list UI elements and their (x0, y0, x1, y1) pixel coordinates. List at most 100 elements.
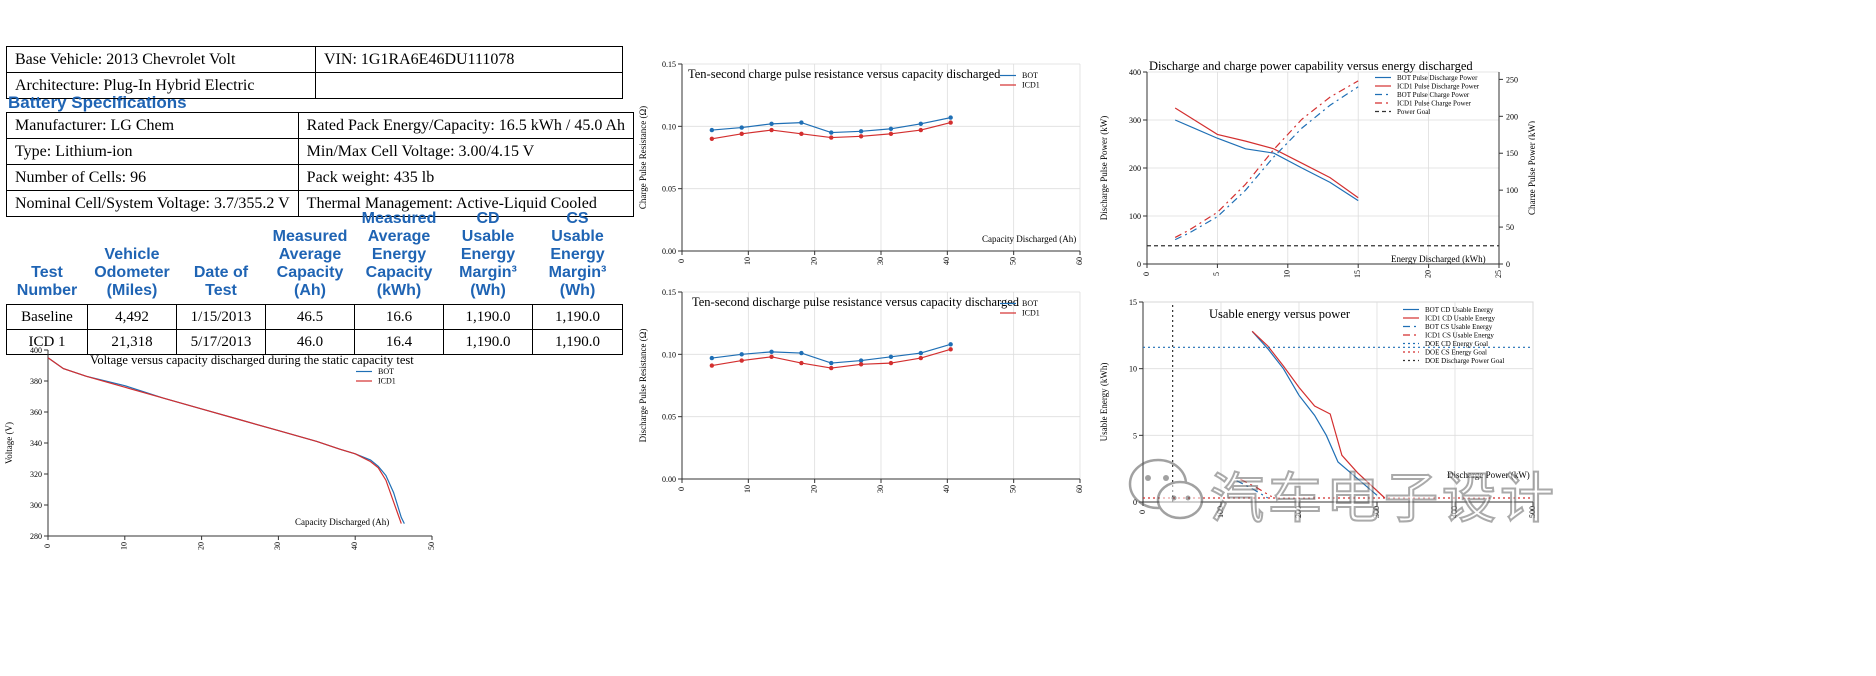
y-tick-label: 0.10 (662, 350, 676, 359)
x-tick-label: 5 (1212, 272, 1221, 276)
data-point (769, 349, 774, 355)
data-point (709, 363, 715, 368)
battery-specs-table: Manufacturer: LG Chem Rated Pack Energy/C… (6, 112, 634, 217)
x-tick-label: 15 (1353, 270, 1362, 278)
table-cell: Nominal Cell/System Voltage: 3.7/355.2 V (6, 190, 299, 217)
column-header: Measured Average Energy Capacity (kWh) (355, 210, 444, 305)
column-header-line: Test (205, 282, 237, 299)
data-point (769, 127, 774, 133)
table-cell: 16.6 (354, 304, 444, 330)
column-header-line: Measured (272, 228, 348, 245)
x-tick-label: 20 (196, 542, 205, 550)
y-tick-label: 200 (1129, 164, 1141, 173)
legend-label: ICD1 Pulse Charge Power (1397, 100, 1472, 108)
legend-label: ICD1 (1022, 81, 1040, 90)
power-capability-chart: 0 5 10 15 20 250100200300400050100150200250Ch… (1099, 59, 1535, 278)
y-axis-label: Voltage (V) (4, 422, 14, 464)
data-point (799, 120, 804, 125)
legend-label: BOT CD Usable Energy (1425, 306, 1494, 314)
y-tick-label: 300 (30, 501, 42, 510)
legend-label: BOT Pulse Discharge Power (1397, 74, 1478, 82)
y-tick-label: 300 (1129, 116, 1141, 125)
column-header-line: Usable (461, 228, 515, 245)
x-tick-label: 200 (1294, 506, 1303, 518)
table-cell: Architecture: Plug-In Hybrid Electric (6, 72, 316, 99)
table-cell: Type: Lithium-ion (6, 138, 299, 165)
series-line (47, 357, 405, 524)
data-point (799, 131, 804, 137)
data-point (799, 360, 804, 366)
x-tick-label: 10 (743, 485, 752, 493)
column-header-line: Energy (371, 246, 427, 263)
test-results-table: Test Number Vehicle Odometer (Miles) Date of T… (6, 210, 623, 355)
x-tick-label: 60 (1075, 257, 1084, 265)
y-tick-label: 10 (1129, 365, 1137, 374)
column-header-line: (Ah) (294, 282, 326, 299)
x-axis-label: Discharge Power (kW) (1447, 470, 1530, 480)
data-point (739, 352, 744, 357)
data-point (888, 126, 894, 132)
data-point (739, 131, 744, 137)
x-tick-label: 60 (1075, 485, 1084, 493)
data-point (769, 121, 774, 127)
column-header-line: Measured (361, 210, 437, 227)
x-tick-label: 0 (677, 259, 686, 263)
table-header-row: Test Number Vehicle Odometer (Miles) Date of T… (7, 210, 623, 305)
watermark-text: 汽车电子设计 (1209, 466, 1558, 531)
x-tick-label: 30 (273, 542, 282, 550)
x-tick-label: 40 (942, 257, 951, 265)
x-tick-label: 10 (743, 257, 752, 265)
table-cell: 1,190.0 (443, 329, 533, 355)
table-cell: 1,190.0 (532, 329, 623, 355)
x-tick-label: 300 (1372, 506, 1381, 518)
y-tick-label: 360 (30, 408, 42, 417)
chart-title: Ten-second discharge pulse resistance ve… (692, 295, 1020, 309)
y2-tick-label: 150 (1506, 149, 1518, 158)
legend-label: BOT (1022, 299, 1038, 308)
y2-tick-label: 50 (1506, 223, 1514, 232)
legend-label: DOE CS Energy Goal (1425, 349, 1487, 357)
data-point (709, 127, 715, 133)
column-header-line: Number (16, 282, 78, 299)
series-line (1251, 330, 1386, 499)
data-point (829, 360, 834, 366)
y-tick-label: 0 (1137, 260, 1141, 269)
x-tick-label: 20 (809, 485, 818, 493)
table-cell: Thermal Management: Active-Liquid Cooled (297, 190, 634, 217)
data-point (858, 358, 864, 363)
legend-label: BOT (1022, 71, 1038, 80)
x-tick-label: 100 (1216, 506, 1225, 518)
legend-label: BOT (378, 367, 394, 376)
x-axis-label: Energy Discharged (kWh) (1391, 254, 1486, 264)
column-header-line: Margin³ (548, 264, 607, 281)
chart-title: Usable energy versus power (1209, 307, 1351, 321)
column-header: CS Usable Energy Margin³ (Wh) (533, 210, 623, 305)
column-header-line: (kWh) (376, 282, 422, 299)
column-header: Vehicle Odometer (Miles) (88, 210, 177, 305)
table-cell: 1,190.0 (443, 304, 533, 330)
data-point (888, 131, 894, 137)
discharge-resistance-chart: 0 10 20 30 40 50 60 0.00 0.05 0.10 0.15 Ten-second … (638, 288, 1084, 493)
column-header: Measured Average Capacity (Ah) (266, 210, 355, 305)
column-header-line: Capacity (276, 264, 344, 281)
table-row: Number of Cells: 96 Pack weight: 435 lb (6, 164, 634, 191)
legend-label: DOE CD Energy Goal (1425, 340, 1488, 348)
y-tick-label: 380 (30, 377, 42, 386)
chart-title: Discharge and charge power capability ve… (1149, 59, 1473, 73)
data-point (888, 354, 894, 360)
series-line (1174, 119, 1359, 202)
y-axis-label: Charge Pulse Resistance (Ω) (638, 106, 648, 209)
data-point (918, 350, 923, 356)
data-point (799, 350, 804, 356)
x-axis-label: Capacity Discharged (Ah) (295, 517, 389, 527)
x-tick-label: 0 (677, 487, 686, 491)
y-tick-label: 280 (30, 532, 42, 541)
x-tick-label: 10 (120, 542, 129, 550)
column-header-line: (Wh) (559, 282, 596, 299)
table-cell: 4,492 (87, 304, 177, 330)
column-header-line: Capacity (365, 264, 433, 281)
x-tick-label: 40 (942, 485, 951, 493)
y-tick-label: 0.10 (662, 122, 676, 131)
column-header-line: Average (367, 228, 431, 245)
usable-energy-chart: 0 100 200 300 400 500 0 5 10 15 Usable energy vers… (1099, 298, 1537, 518)
